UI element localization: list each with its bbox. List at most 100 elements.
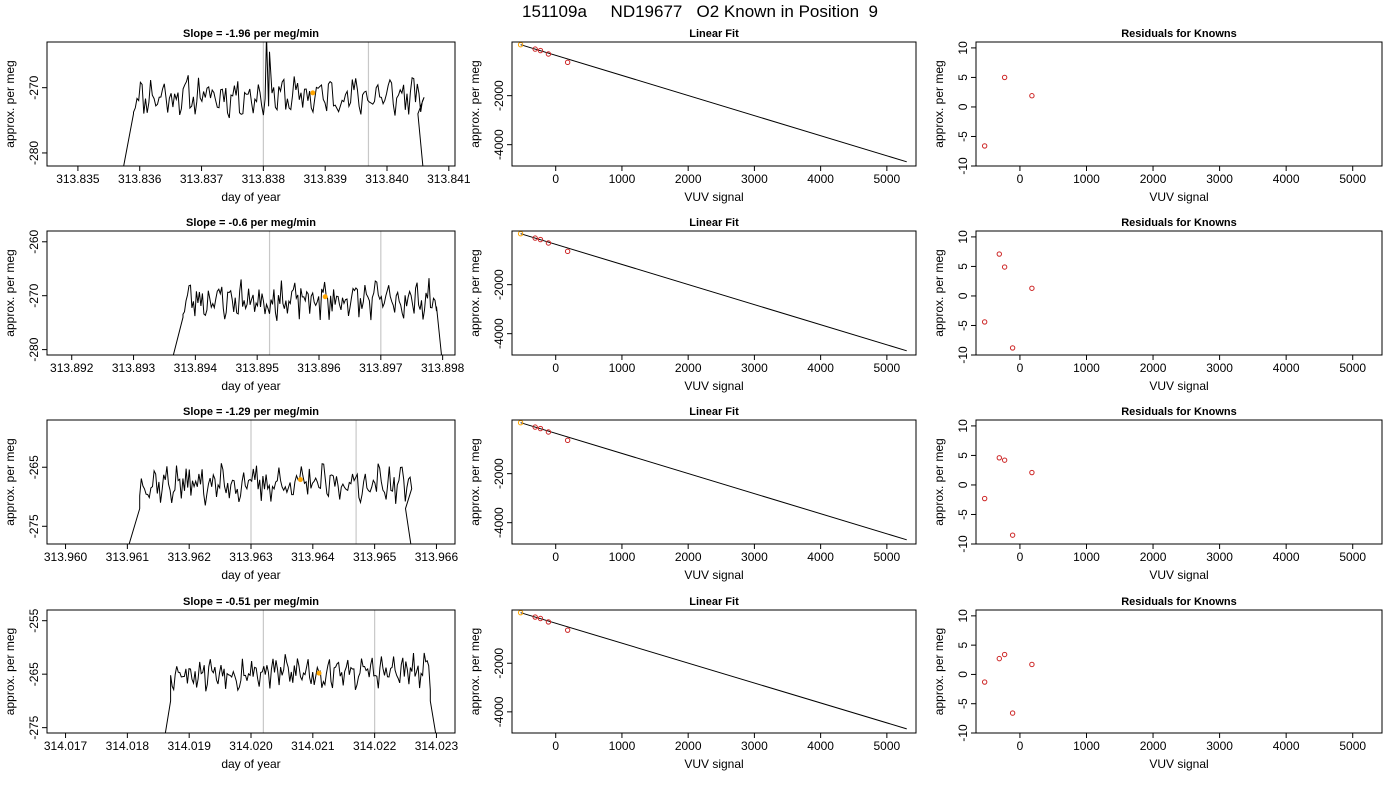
x-tick-label: 0 [552, 550, 559, 564]
x-tick-label: 313.895 [235, 361, 279, 375]
page-title: 151109a ND19677 O2 Known in Position 9 [522, 2, 878, 21]
x-axis-label: VUV signal [684, 568, 743, 582]
plot-area [123, 42, 425, 166]
data-point [1029, 285, 1035, 291]
panel-2-3: Residuals for Knowns VUV signal approx. pe… [932, 217, 1383, 393]
data-point [532, 614, 538, 620]
plot-area [517, 420, 907, 541]
y-tick-label: -265 [27, 662, 41, 686]
y-axis-label: approx. per meg [3, 60, 17, 147]
data-point [1001, 457, 1008, 463]
data-point [564, 248, 571, 255]
x-axis-label: day of year [221, 190, 280, 204]
y-axis-label: approx. per meg [932, 438, 946, 525]
x-tick-label: 1000 [1073, 361, 1100, 375]
x-tick-label: 0 [1017, 739, 1024, 753]
panel-2-1: Slope = -0.6 per meg/min day of year appro… [3, 217, 465, 393]
x-tick-label: 313.840 [365, 172, 409, 186]
y-tick-label: -2000 [492, 648, 506, 679]
data-point [1029, 93, 1035, 99]
x-axis-label: VUV signal [1149, 379, 1208, 393]
data-point [532, 46, 538, 52]
y-tick-label: 10 [956, 230, 970, 244]
x-tick-label: 313.839 [303, 172, 347, 186]
panel-3-2: Linear Fit VUV signal approx. per meg 0 1000… [468, 406, 917, 582]
plot-area [517, 231, 907, 352]
x-tick-label: 4000 [1273, 739, 1300, 753]
x-axis-label: VUV signal [1149, 190, 1208, 204]
y-axis-label: approx. per meg [468, 628, 482, 715]
plot-area [164, 610, 437, 733]
x-tick-label: 0 [552, 361, 559, 375]
y-tick-label: 0 [956, 103, 970, 110]
data-trace [172, 278, 442, 355]
panel-4-3: Residuals for Knowns VUV signal approx. pe… [932, 596, 1383, 771]
y-tick-label: 10 [956, 41, 970, 55]
y-tick-label: 10 [956, 419, 970, 433]
y-tick-label: -5 [956, 320, 970, 331]
plot-frame [511, 230, 917, 356]
y-tick-label: 5 [956, 641, 970, 648]
x-tick-label: 313.963 [229, 550, 273, 564]
data-point [996, 251, 1002, 257]
x-tick-label: 3000 [1206, 361, 1233, 375]
plot-frame [975, 41, 1383, 167]
data-point [545, 240, 552, 246]
x-tick-label: 313.894 [174, 361, 218, 375]
y-axis-label: approx. per meg [932, 60, 946, 147]
panel-title: Residuals for Knowns [1121, 217, 1237, 229]
plot-frame [46, 41, 456, 167]
plot-frame [975, 609, 1383, 734]
panel-title: Linear Fit [689, 217, 739, 229]
plot-frame [511, 419, 917, 545]
data-point [545, 619, 552, 625]
x-tick-label: 313.835 [56, 172, 100, 186]
x-tick-label: 1000 [609, 361, 636, 375]
x-tick-label: 314.018 [106, 739, 150, 753]
y-tick-label: -2000 [492, 458, 506, 489]
x-tick-label: 5000 [1339, 550, 1366, 564]
y-tick-label: -280 [27, 141, 41, 165]
data-point [1001, 651, 1008, 658]
x-tick-label: 2000 [675, 361, 702, 375]
x-tick-label: 0 [1017, 550, 1024, 564]
fit-line [520, 44, 907, 163]
x-tick-label: 313.964 [291, 550, 335, 564]
x-tick-label: 2000 [675, 550, 702, 564]
y-axis-label: approx. per meg [468, 438, 482, 525]
x-tick-label: 313.893 [112, 361, 156, 375]
panel-title: Residuals for Knowns [1121, 596, 1237, 608]
plot-area [128, 420, 413, 544]
x-tick-label: 5000 [874, 172, 901, 186]
y-tick-label: -255 [27, 608, 41, 632]
panel-1-1: Slope = -1.96 per meg/min day of year appr… [3, 28, 471, 204]
x-tick-label: 2000 [1140, 739, 1167, 753]
x-tick-label: 3000 [1206, 739, 1233, 753]
y-tick-label: -4000 [492, 318, 506, 349]
y-axis-label: approx. per meg [3, 628, 17, 715]
x-tick-label: 1000 [609, 550, 636, 564]
panel-title: Slope = -0.51 per meg/min [183, 596, 319, 608]
plot-frame [975, 419, 1383, 545]
panel-title: Slope = -1.96 per meg/min [183, 28, 319, 40]
x-tick-label: 313.841 [427, 172, 471, 186]
y-tick-label: -4000 [492, 507, 506, 538]
y-tick-label: -275 [27, 514, 41, 538]
x-axis-label: VUV signal [684, 379, 743, 393]
fit-line [520, 422, 907, 541]
data-point [996, 655, 1002, 662]
x-tick-label: 313.892 [50, 361, 94, 375]
x-tick-label: 313.962 [167, 550, 211, 564]
y-axis-label: approx. per meg [3, 249, 17, 336]
y-tick-label: -4000 [492, 696, 506, 727]
y-tick-label: -275 [27, 715, 41, 739]
y-tick-label: 0 [956, 292, 970, 299]
x-tick-label: 2000 [1140, 361, 1167, 375]
x-tick-label: 1000 [609, 739, 636, 753]
x-tick-label: 313.961 [106, 550, 150, 564]
x-tick-label: 3000 [741, 739, 768, 753]
data-point [996, 455, 1002, 461]
y-tick-label: 0 [956, 671, 970, 678]
data-point [1009, 532, 1016, 538]
y-tick-label: -260 [27, 229, 41, 253]
